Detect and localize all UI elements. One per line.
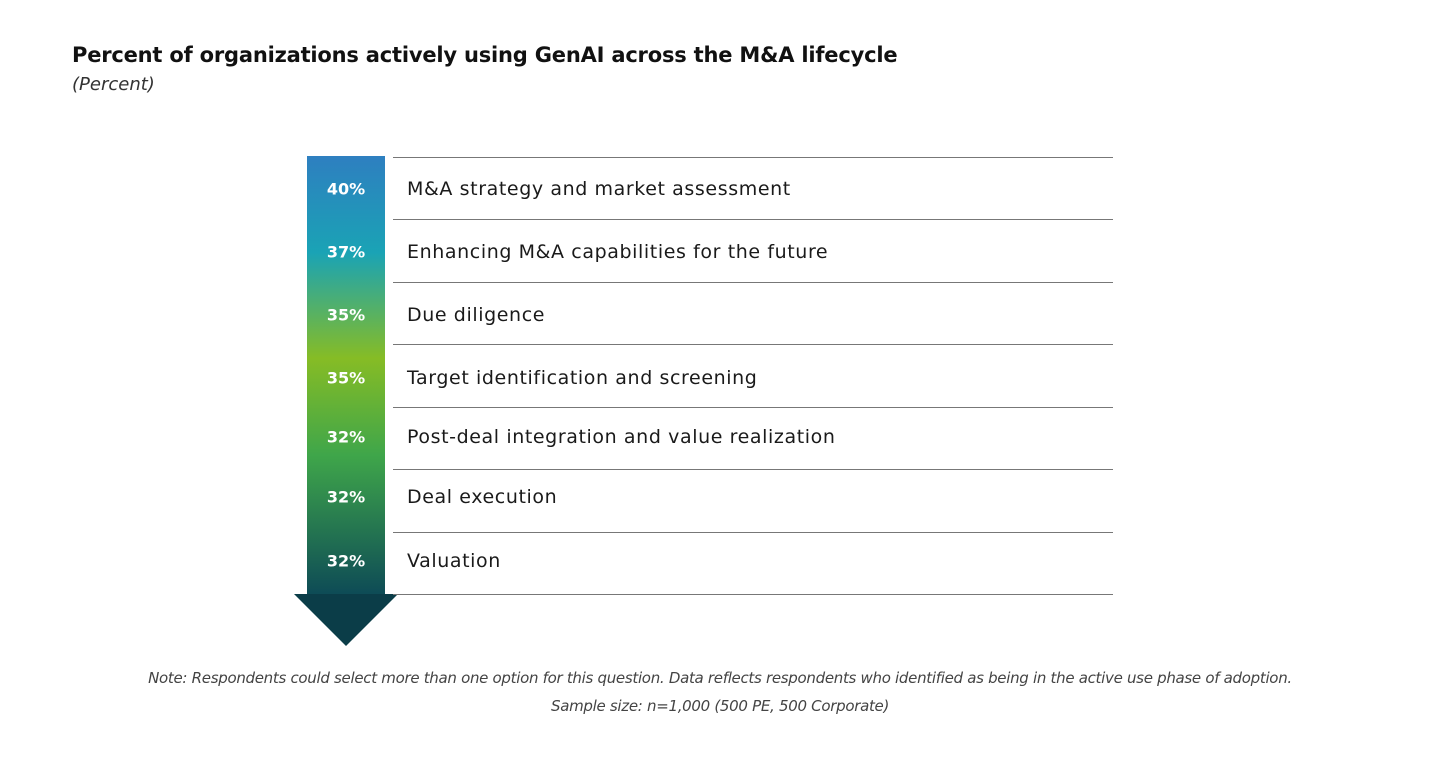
value-label: 37% [327,243,365,262]
category-label: Valuation [407,550,501,572]
category-label: Post-deal integration and value realizat… [407,426,836,448]
value-label: 40% [327,180,365,199]
value-label: 32% [327,428,365,447]
chart-subtitle: (Percent) [72,74,155,95]
category-label: Deal execution [407,486,557,508]
value-label: 32% [327,488,365,507]
arrow-shaft [307,156,385,596]
value-label: 32% [327,552,365,571]
value-label: 35% [327,369,365,388]
arrow-head [294,594,398,646]
category-label: Due diligence [407,304,545,326]
chart-title: Percent of organizations actively using … [72,43,898,67]
footnote-sample-size: Sample size: n=1,000 (500 PE, 500 Corpor… [550,697,890,715]
value-label: 35% [327,306,365,325]
category-label: M&A strategy and market assessment [407,178,791,200]
footnote-note: Note: Respondents could select more than… [148,669,1292,687]
category-label: Target identification and screening [406,367,757,389]
category-label: Enhancing M&A capabilities for the futur… [407,241,828,263]
